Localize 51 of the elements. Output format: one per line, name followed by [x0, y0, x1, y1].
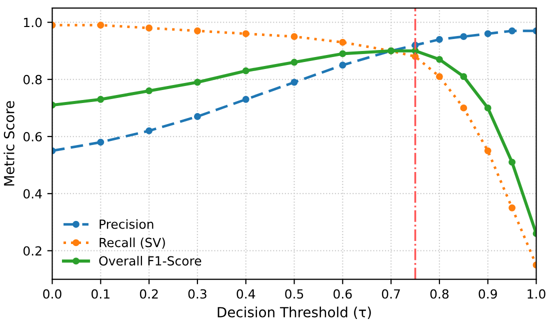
point	[339, 50, 346, 58]
x-axis-title: Decision Threshold (τ)	[218, 306, 371, 320]
point	[290, 33, 298, 40]
point	[194, 27, 201, 34]
point	[194, 113, 201, 120]
y-tick-label: 0.8	[23, 74, 42, 84]
x-tick-label: 0.0	[43, 289, 62, 299]
point	[97, 22, 104, 29]
point	[97, 96, 104, 103]
point	[146, 87, 153, 94]
y-tick-label: 0.2	[23, 246, 42, 256]
x-tick-label: 0.9	[478, 289, 497, 299]
legend-label: Overall F1-Score	[99, 256, 202, 266]
point	[242, 96, 250, 103]
point	[460, 104, 468, 112]
point	[242, 30, 250, 38]
point	[436, 36, 443, 43]
x-tick-label: 0.7	[382, 289, 400, 299]
x-tick-label: 0.1	[92, 289, 110, 299]
point	[242, 67, 250, 74]
legend-label: Precision	[100, 219, 154, 229]
point	[484, 104, 492, 112]
x-tick-label: 0.5	[285, 289, 304, 299]
point	[436, 56, 443, 63]
x-tick-label: 0.8	[430, 289, 449, 299]
point	[508, 158, 516, 166]
x-tick-label: 0.2	[140, 289, 158, 299]
y-tick-label: 0.6	[23, 132, 42, 142]
legend-label: Recall (SV)	[100, 238, 165, 249]
point	[484, 30, 492, 38]
point	[194, 78, 201, 86]
point	[436, 73, 443, 80]
point	[290, 58, 298, 66]
x-tick-label: 0.6	[334, 289, 352, 299]
point	[460, 73, 468, 80]
point	[339, 62, 346, 69]
y-tick-label: 1.0	[24, 18, 42, 28]
x-tick-label: 1.0	[528, 289, 546, 299]
point	[146, 24, 153, 32]
y-tick-label: 0.4	[23, 189, 42, 199]
point	[508, 27, 516, 34]
point	[339, 38, 346, 46]
x-tick-label: 0.3	[188, 289, 206, 299]
point	[290, 78, 298, 86]
point	[484, 147, 492, 154]
point	[460, 33, 468, 40]
point	[146, 127, 153, 134]
x-tick-label: 0.4	[236, 289, 256, 299]
y-axis-title: Metric Score	[4, 101, 14, 186]
point	[97, 138, 104, 146]
point	[508, 204, 516, 212]
